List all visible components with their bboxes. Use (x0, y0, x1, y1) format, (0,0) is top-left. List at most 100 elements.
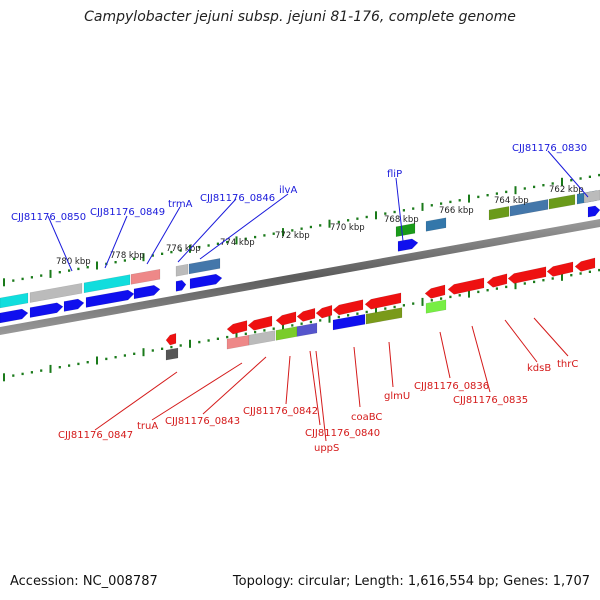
forward-feature-block (395, 223, 416, 238)
reverse-gene-label: CJJ81176_0835 (453, 395, 528, 406)
forward-cds-block (29, 302, 64, 318)
reverse-callout-line (309, 350, 321, 426)
reverse-feature-block (248, 330, 276, 346)
forward-gene-label: trmA (168, 199, 193, 210)
forward-cds-block (189, 273, 223, 290)
reverse-gene-label: coaBC (351, 412, 382, 423)
forward-gene-label: CJJ81176_0846 (200, 193, 275, 204)
reverse-cds-block (546, 261, 574, 277)
reverse-gene-label: CJJ81176_0847 (58, 430, 133, 441)
forward-cds-block (133, 285, 161, 300)
map-title: Campylobacter jejuni subsp. jejuni 81-17… (84, 9, 516, 25)
accession-text: Accession: NC_008787 (10, 574, 158, 589)
kbp-tick-label: 778 kbp (110, 251, 145, 261)
kbp-tick-labels: 780 kbp 778 kbp 776 kbp 774 kbp 772 kbp 770 k… (56, 185, 584, 267)
reverse-gene-label: truA (137, 421, 158, 432)
reverse-cds-block (315, 304, 333, 319)
reverse-cds-block (296, 307, 316, 322)
forward-cds-block (0, 308, 29, 324)
reverse-feature-block (425, 299, 447, 314)
kbp-tick-label: 776 kbp (166, 244, 201, 254)
reverse-callout-line (151, 362, 243, 421)
reverse-feature-block (365, 307, 403, 325)
reverse-cds-block (364, 292, 402, 310)
reverse-cds-block (574, 257, 596, 272)
kbp-tick-label: 772 kbp (275, 231, 310, 241)
kbp-tick-label: 762 kbp (549, 185, 584, 195)
reverse-cds-block (507, 266, 547, 284)
reverse-callout-line (202, 356, 267, 415)
reverse-cds-block (165, 332, 177, 346)
forward-callout-line (47, 215, 73, 272)
inner-tick-ring (3, 268, 600, 382)
reverse-callout-line (471, 325, 491, 393)
reverse-callout-line (285, 355, 291, 405)
reverse-gene-label: CJJ81176_0843 (165, 416, 240, 427)
forward-cds-block (397, 238, 419, 252)
reverse-callout-line (504, 319, 538, 363)
reverse-cds-block (247, 315, 273, 331)
reverse-gene-label: uppS (314, 443, 339, 454)
genome-stats-text: Topology: circular; Length: 1,616,554 bp… (232, 574, 590, 589)
reverse-cds-block (332, 299, 364, 316)
reverse-feature-block (165, 347, 179, 361)
forward-feature-block (509, 199, 549, 217)
genome-backbone (0, 219, 600, 335)
forward-feature-block (175, 263, 189, 277)
forward-feature-block (130, 268, 161, 285)
forward-gene-label: CJJ81176_0849 (90, 207, 165, 218)
forward-callout-line (146, 206, 181, 265)
reverse-cds-block (226, 320, 248, 335)
backbone-track (0, 219, 600, 335)
forward-feature-block (188, 258, 221, 275)
forward-cds-block (63, 298, 85, 312)
forward-feature-block (583, 189, 600, 204)
kbp-tick-label: 768 kbp (384, 215, 419, 225)
forward-feature-block (425, 217, 447, 232)
reverse-feature-block (275, 326, 298, 341)
reverse-gene-label: kdsB (527, 363, 551, 374)
forward-feature-block (0, 292, 29, 309)
feature-tracks (0, 189, 600, 361)
forward-callout-line (395, 177, 404, 242)
reverse-feature-block (296, 322, 318, 337)
forward-feature-block (83, 274, 131, 294)
outer-tick-ring (3, 173, 600, 287)
forward-feature-block (29, 282, 83, 303)
kbp-tick-label: 780 kbp (56, 257, 91, 267)
reverse-gene-label: CJJ81176_0836 (414, 381, 489, 392)
reverse-callout-line (388, 341, 394, 388)
forward-gene-label: ilvA (279, 185, 297, 196)
forward-cds-block (587, 205, 600, 218)
forward-callout-line (547, 150, 589, 198)
reverse-callout-line (315, 350, 327, 442)
reverse-feature-block (332, 314, 366, 331)
kbp-tick-label: 774 kbp (220, 238, 255, 248)
reverse-cds-block (447, 277, 485, 295)
forward-feature-block (488, 206, 510, 221)
reverse-cds-block (424, 284, 446, 299)
reverse-callout-line (533, 317, 569, 357)
forward-cds-block (175, 279, 187, 292)
forward-gene-label: CJJ81176_0850 (11, 212, 86, 223)
reverse-callout-line (94, 371, 178, 431)
reverse-callout-line (353, 346, 361, 408)
forward-callout-line (177, 198, 237, 263)
kbp-tick-label: 764 kbp (494, 196, 529, 206)
forward-callout-line (199, 193, 289, 260)
reverse-callout-line (439, 331, 451, 379)
forward-gene-label: CJJ81176_0830 (512, 143, 587, 154)
forward-feature-block (548, 194, 576, 210)
reverse-gene-label: thrC (557, 359, 578, 370)
reverse-gene-label: CJJ81176_0842 (243, 406, 318, 417)
reverse-cds-block (275, 311, 297, 326)
kbp-tick-label: 770 kbp (330, 223, 365, 233)
forward-gene-label: fliP (387, 169, 402, 180)
forward-callout-line (104, 215, 128, 269)
kbp-tick-label: 766 kbp (439, 206, 474, 216)
reverse-cds-block (486, 273, 508, 288)
forward-cds-block (85, 289, 135, 308)
reverse-gene-label: glmU (384, 391, 410, 402)
